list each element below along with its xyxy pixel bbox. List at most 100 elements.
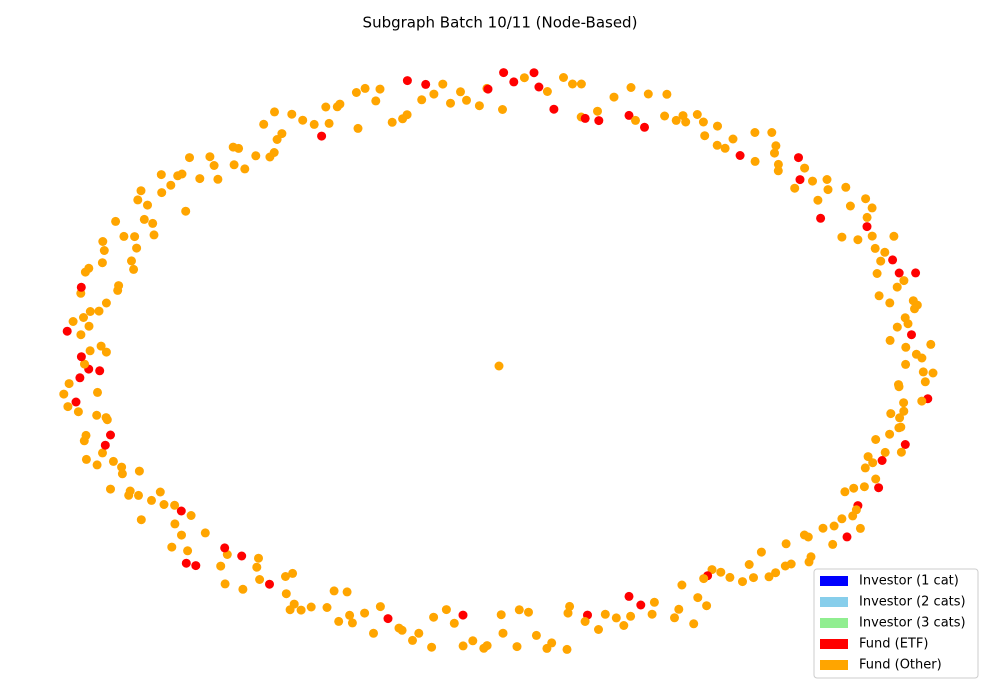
node (98, 237, 108, 246)
node (713, 121, 722, 131)
node (790, 183, 800, 193)
node (97, 258, 107, 268)
node (867, 203, 877, 213)
node (562, 644, 572, 654)
node (449, 618, 459, 628)
node (220, 543, 230, 553)
node (842, 532, 852, 542)
node (234, 143, 244, 153)
node (681, 117, 691, 127)
node (166, 180, 176, 190)
node (183, 546, 193, 556)
legend-box (813, 568, 979, 679)
node (429, 89, 439, 99)
node (100, 440, 110, 450)
node (421, 79, 431, 89)
node (181, 206, 191, 216)
node (859, 482, 869, 492)
node (483, 84, 493, 94)
node (84, 263, 94, 273)
node (106, 430, 115, 440)
node (446, 98, 455, 108)
node (288, 568, 298, 578)
node (134, 490, 143, 500)
node (876, 256, 886, 266)
node (900, 440, 910, 449)
node (880, 247, 890, 257)
node (360, 608, 370, 618)
node (889, 231, 899, 241)
node (880, 447, 890, 457)
node (177, 169, 187, 179)
node (647, 609, 657, 619)
node (677, 580, 687, 590)
node (93, 387, 102, 397)
node (383, 614, 393, 624)
node (157, 188, 167, 198)
node (387, 117, 397, 127)
node (220, 579, 230, 589)
node (885, 429, 895, 439)
node (671, 115, 681, 125)
node (813, 195, 823, 205)
node (712, 140, 722, 150)
node (351, 88, 361, 97)
node (427, 642, 437, 652)
node (892, 282, 902, 292)
node (626, 611, 636, 621)
node (849, 483, 859, 493)
node (429, 612, 439, 622)
node (611, 613, 621, 623)
node (702, 601, 712, 611)
node (134, 466, 144, 476)
legend-label: Investor (2 cats) (859, 595, 966, 610)
node (860, 463, 870, 473)
node (417, 95, 427, 105)
legend-label: Investor (3 cats) (859, 616, 966, 631)
node (874, 291, 884, 301)
node (600, 609, 610, 619)
node (106, 484, 115, 494)
node (79, 313, 88, 322)
node (394, 623, 404, 633)
node (519, 73, 529, 83)
node (872, 269, 882, 278)
node (771, 568, 781, 578)
node (699, 574, 709, 584)
node (119, 231, 129, 241)
node (624, 110, 634, 120)
node (899, 276, 909, 286)
node (877, 456, 887, 465)
node (99, 246, 109, 255)
node (744, 560, 754, 569)
node (816, 213, 826, 223)
node (205, 152, 215, 162)
node (773, 159, 783, 169)
node (764, 572, 774, 582)
title: Subgraph Batch 10/11 (Node-Based) (363, 14, 638, 32)
node (862, 222, 872, 232)
node (828, 539, 838, 549)
node (111, 216, 121, 226)
node (855, 523, 865, 533)
node (408, 635, 417, 645)
node (841, 182, 851, 192)
node (773, 166, 783, 176)
node (853, 235, 863, 245)
legend-label: Fund (ETF) (859, 637, 928, 652)
node (73, 407, 83, 417)
node (862, 212, 872, 222)
node (259, 119, 269, 129)
node (441, 605, 451, 615)
node (499, 68, 509, 78)
node (496, 610, 506, 620)
node (901, 359, 911, 369)
node (514, 605, 524, 615)
node (156, 170, 166, 180)
node (462, 95, 471, 105)
node (670, 613, 679, 623)
node (799, 530, 809, 540)
node (139, 214, 149, 224)
node (926, 339, 936, 349)
node (68, 317, 78, 326)
